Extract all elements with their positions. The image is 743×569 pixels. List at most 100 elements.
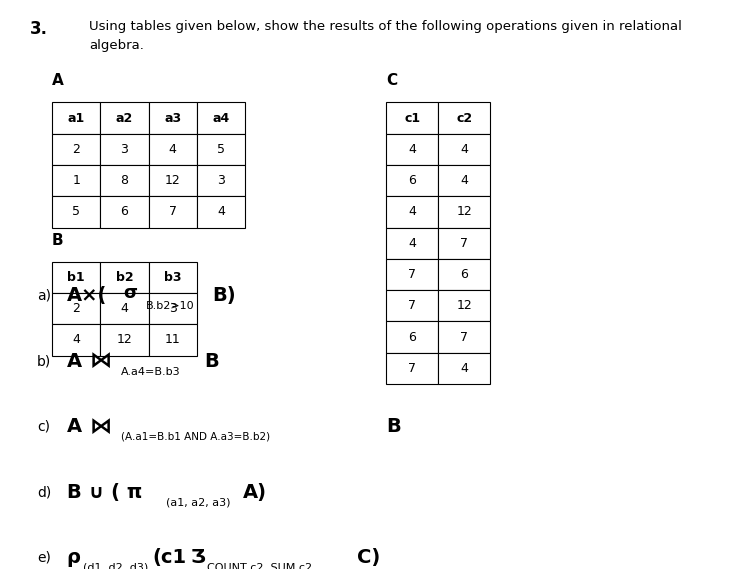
Text: 4: 4 xyxy=(461,362,468,375)
Text: ⋈: ⋈ xyxy=(89,417,111,437)
Bar xyxy=(438,259,490,290)
Text: 4: 4 xyxy=(217,205,225,218)
Text: (d1, d2, d3): (d1, d2, d3) xyxy=(83,563,149,569)
Text: (a1, a2, a3): (a1, a2, a3) xyxy=(166,497,231,508)
Bar xyxy=(52,262,100,293)
Bar xyxy=(386,321,438,353)
Text: 12: 12 xyxy=(165,174,181,187)
Text: 4: 4 xyxy=(409,205,416,218)
Text: C: C xyxy=(386,73,398,88)
Bar xyxy=(149,293,197,324)
Text: 4: 4 xyxy=(72,333,80,347)
Bar xyxy=(100,293,149,324)
Text: 7: 7 xyxy=(461,237,468,250)
Text: (c1: (c1 xyxy=(152,548,186,567)
Text: 4: 4 xyxy=(409,237,416,250)
Bar xyxy=(149,196,197,228)
Text: σ: σ xyxy=(123,284,137,302)
Bar xyxy=(52,324,100,356)
Text: 6: 6 xyxy=(461,268,468,281)
Text: 3.: 3. xyxy=(30,20,48,38)
Text: 1: 1 xyxy=(72,174,80,187)
Text: 6: 6 xyxy=(120,205,129,218)
Text: 12: 12 xyxy=(456,299,473,312)
Text: A: A xyxy=(67,417,82,436)
Text: 11: 11 xyxy=(165,333,181,347)
Text: A×(: A×( xyxy=(67,286,107,306)
Text: 5: 5 xyxy=(72,205,80,218)
Bar xyxy=(386,165,438,196)
Bar xyxy=(100,134,149,165)
Bar xyxy=(100,196,149,228)
Bar xyxy=(438,134,490,165)
Text: c): c) xyxy=(37,420,50,434)
Bar xyxy=(197,165,245,196)
Text: 3: 3 xyxy=(217,174,225,187)
Bar xyxy=(149,134,197,165)
Bar xyxy=(438,321,490,353)
Text: B: B xyxy=(204,352,219,371)
Text: C): C) xyxy=(357,548,380,567)
Text: A.a4=B.b3: A.a4=B.b3 xyxy=(121,366,181,377)
Text: 6: 6 xyxy=(409,331,416,344)
Text: COUNT c2, SUM c2: COUNT c2, SUM c2 xyxy=(207,563,311,569)
Text: 7: 7 xyxy=(409,268,416,281)
Text: B): B) xyxy=(212,286,236,306)
Bar xyxy=(100,262,149,293)
Text: 3: 3 xyxy=(169,302,177,315)
Text: A): A) xyxy=(243,483,267,502)
Bar xyxy=(149,102,197,134)
Text: 2: 2 xyxy=(72,143,80,156)
Text: 7: 7 xyxy=(169,205,177,218)
Text: a): a) xyxy=(37,289,51,303)
Text: 7: 7 xyxy=(409,299,416,312)
Text: ⋈: ⋈ xyxy=(89,351,111,372)
Text: B: B xyxy=(386,417,401,436)
Text: B ∪ ( π: B ∪ ( π xyxy=(67,483,142,502)
Bar xyxy=(438,290,490,321)
Bar xyxy=(386,259,438,290)
Bar xyxy=(100,102,149,134)
Bar xyxy=(52,293,100,324)
Bar xyxy=(386,196,438,228)
Text: Using tables given below, show the results of the following operations given in : Using tables given below, show the resul… xyxy=(89,20,682,52)
Text: b3: b3 xyxy=(164,271,181,284)
Bar xyxy=(149,324,197,356)
Bar xyxy=(100,324,149,356)
Bar xyxy=(386,102,438,134)
Text: Ʒ: Ʒ xyxy=(191,548,206,567)
Bar xyxy=(52,196,100,228)
Text: 4: 4 xyxy=(461,174,468,187)
Text: 4: 4 xyxy=(169,143,177,156)
Bar xyxy=(386,134,438,165)
Bar xyxy=(438,102,490,134)
Bar xyxy=(149,165,197,196)
Bar xyxy=(386,353,438,384)
Text: A: A xyxy=(67,352,82,371)
Bar xyxy=(149,262,197,293)
Text: 4: 4 xyxy=(409,143,416,156)
Text: 7: 7 xyxy=(409,362,416,375)
Text: (A.a1=B.b1 AND A.a3=B.b2): (A.a1=B.b1 AND A.a3=B.b2) xyxy=(121,432,270,442)
Bar xyxy=(438,196,490,228)
Bar xyxy=(386,228,438,259)
Text: b2: b2 xyxy=(116,271,133,284)
Text: 6: 6 xyxy=(409,174,416,187)
Text: a2: a2 xyxy=(116,112,133,125)
Text: c1: c1 xyxy=(404,112,421,125)
Bar xyxy=(438,353,490,384)
Text: ρ: ρ xyxy=(67,548,81,567)
Text: 5: 5 xyxy=(217,143,225,156)
Text: 12: 12 xyxy=(456,205,473,218)
Bar xyxy=(52,134,100,165)
Text: b): b) xyxy=(37,354,51,368)
Bar xyxy=(100,165,149,196)
Text: a1: a1 xyxy=(68,112,85,125)
Text: B.b2>10: B.b2>10 xyxy=(146,301,195,311)
Text: A: A xyxy=(52,73,64,88)
Text: 12: 12 xyxy=(117,333,132,347)
Bar xyxy=(386,290,438,321)
Text: 2: 2 xyxy=(72,302,80,315)
Text: 4: 4 xyxy=(120,302,129,315)
Bar xyxy=(52,165,100,196)
